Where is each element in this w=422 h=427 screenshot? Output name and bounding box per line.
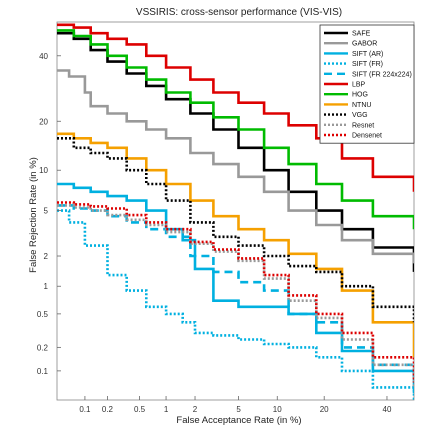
x-tick-label: 5: [236, 405, 241, 414]
legend-label: SIFT (AR): [352, 51, 383, 58]
y-tick-label: 0.5: [37, 310, 49, 319]
legend-label: GABOR: [352, 41, 377, 48]
y-axis-label: False Rejection Rate (in %): [28, 157, 39, 273]
y-tick-label: 1: [44, 282, 49, 291]
legend-label: SIFT (FR): [352, 61, 383, 68]
y-tick-label: 40: [39, 52, 48, 61]
legend-label: LBP: [352, 82, 366, 89]
legend-label: VGG: [352, 112, 368, 119]
x-tick-label: 0.5: [134, 405, 146, 414]
x-tick-label: 20: [320, 405, 329, 414]
y-tick-label: 20: [39, 117, 48, 126]
series-line-sift-ar: [57, 182, 414, 394]
chart-title: VSSIRIS: cross-sensor performance (VIS-V…: [136, 7, 342, 18]
x-tick-label: 0.2: [102, 405, 114, 414]
y-tick-label: 10: [39, 166, 48, 175]
series-line-hog: [57, 29, 414, 230]
legend-label: SAFE: [352, 31, 371, 38]
series-line-densenet: [57, 201, 414, 383]
legend-label: Resnet: [352, 122, 374, 129]
legend: SAFE GABOR SIFT (AR) SIFT (FR) SIFT (FR 224x…: [319, 24, 415, 144]
x-tick-label: 1: [164, 405, 169, 414]
series-line-gabor: [57, 69, 414, 264]
series-layer: [57, 23, 414, 400]
x-tick-label: 0.1: [79, 405, 91, 414]
series-line-ntnu: [57, 132, 414, 358]
legend-label: NTNU: [352, 102, 371, 109]
y-tick-label: 0.1: [37, 367, 49, 376]
y-tick-label: 0.2: [37, 343, 49, 352]
series-line-sift-fr-224x224: [57, 204, 414, 379]
x-axis: 0.1 0.2 0.5 1 2 5 10 20 40: [79, 396, 392, 414]
legend-label: Densenet: [352, 133, 382, 140]
x-tick-label: 10: [273, 405, 282, 414]
series-line-vgg: [57, 137, 414, 323]
y-tick-label: 5: [44, 207, 49, 216]
legend-label: SIFT (FR 224x224): [352, 71, 412, 78]
y-tick-label: 2: [44, 252, 49, 261]
series-line-resnet: [57, 204, 414, 388]
x-tick-label: 40: [383, 405, 392, 414]
legend-label: HOG: [352, 92, 368, 99]
x-axis-label: False Acceptance Rate (in %): [176, 415, 301, 426]
x-tick-label: 2: [193, 405, 198, 414]
series-line-sift-fr: [57, 209, 414, 400]
y-axis: 0.1 0.2 0.5 1 2 5 10 20 40: [37, 52, 61, 376]
